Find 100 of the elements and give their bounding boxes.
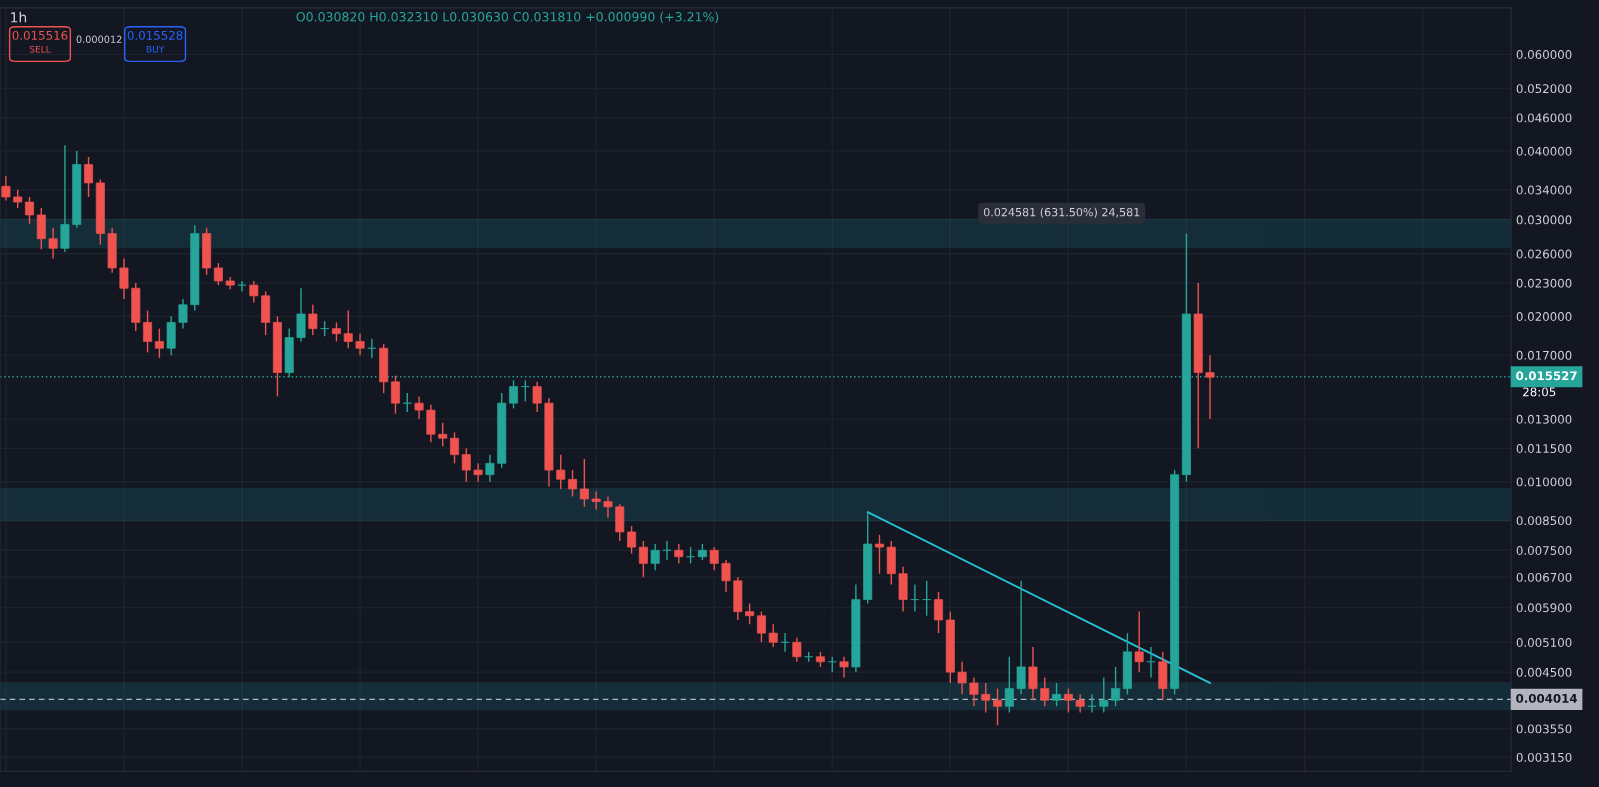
candlestick <box>1028 646 1038 701</box>
candlestick <box>981 682 991 714</box>
y-tick-label: 0.017000 <box>1516 350 1572 360</box>
candlestick <box>25 196 34 225</box>
candlestick <box>178 298 188 330</box>
annotation: O0.030820 H0.032310 L0.030630 C0.031810 +0.000990 (+3.21%) <box>296 11 719 23</box>
candlestick <box>792 636 802 663</box>
y-tick-label: 0.005900 <box>1516 603 1572 613</box>
candlestick <box>1040 676 1050 707</box>
y-tick-label: 0.030000 <box>1516 215 1572 225</box>
candlestick <box>780 632 790 653</box>
candlestick <box>1099 676 1109 714</box>
candlestick <box>1075 693 1085 714</box>
text: 28:05 <box>1523 387 1556 397</box>
candlestick <box>910 583 920 613</box>
candlestick <box>674 543 684 565</box>
candlestick <box>650 543 660 571</box>
ref-line-label: 0.004014 <box>1516 693 1578 703</box>
candlestick <box>638 540 648 578</box>
candlestick <box>438 422 448 447</box>
y-tick-label: 0.052000 <box>1516 84 1572 94</box>
candlestick <box>875 534 884 575</box>
candlestick <box>308 304 318 336</box>
y-tick-label: 0.007500 <box>1516 546 1572 555</box>
candlestick <box>1111 666 1121 707</box>
y-tick-label: 0.046000 <box>1516 113 1572 123</box>
candlestick <box>520 379 530 403</box>
y-tick-label: 0.003550 <box>1516 724 1572 734</box>
candlestick <box>390 374 400 415</box>
candlestick <box>249 280 259 304</box>
candlestick <box>603 495 613 519</box>
y-tick-label: 0.013000 <box>1516 414 1572 424</box>
candlestick <box>922 580 932 617</box>
candlestick <box>993 687 1003 727</box>
annotation: 0.015528 <box>127 30 183 40</box>
y-tick-label: 0.004500 <box>1516 667 1572 677</box>
y-tick-label: 0.008500 <box>1516 516 1572 526</box>
ref-line-label: 0.015527 <box>1516 371 1577 381</box>
candlestick <box>154 327 164 359</box>
candlestick <box>60 144 70 253</box>
candlestick <box>13 189 23 209</box>
y-tick-label: 0.020000 <box>1516 312 1572 322</box>
candlestick <box>1205 354 1215 420</box>
candlestick <box>36 207 46 250</box>
y-tick-label: 0.034000 <box>1516 185 1572 195</box>
y-tick-label: 0.023000 <box>1516 278 1572 288</box>
candlestick <box>473 462 483 483</box>
candlestick <box>296 287 306 343</box>
candlestick <box>84 156 94 198</box>
candlestick <box>414 395 424 420</box>
candlestick <box>343 309 353 349</box>
candlestick <box>143 309 153 354</box>
candlestick <box>556 453 566 490</box>
candlestick <box>509 379 518 410</box>
candlestick <box>48 227 58 260</box>
candlestick <box>591 490 601 511</box>
chart-title: 1h <box>11 11 27 23</box>
candlestick <box>1134 610 1144 673</box>
y-tick-label: 0.006700 <box>1516 572 1572 582</box>
candlestick <box>579 458 589 508</box>
candlestick <box>627 525 637 555</box>
candlestick <box>213 262 223 286</box>
candlestick <box>1 175 11 202</box>
candlestick <box>1063 687 1073 714</box>
candlestick <box>839 656 849 679</box>
candlestick <box>532 381 542 413</box>
candlestick <box>957 661 967 696</box>
annotation: 0.000012 <box>76 35 122 43</box>
y-tick-label: 0.026000 <box>1516 249 1572 259</box>
candlestick <box>768 623 778 648</box>
candlestick <box>709 546 719 571</box>
candlestick <box>745 602 755 625</box>
candlestick <box>969 676 979 707</box>
candlestick <box>355 332 365 356</box>
annotation: 0.024581 (631.50%) 24,581 <box>983 207 1140 218</box>
y-tick-label: 0.010000 <box>1516 477 1572 487</box>
annotation: BUY <box>146 45 165 53</box>
candlestick <box>450 431 459 465</box>
y-tick-label: 0.011500 <box>1516 444 1572 454</box>
candlestick <box>1004 656 1014 714</box>
y-tick-label: 0.005100 <box>1516 638 1572 647</box>
y-tick-label: 0.040000 <box>1516 146 1572 156</box>
candlestick <box>1016 580 1026 696</box>
candlestick <box>934 591 943 634</box>
candlestick <box>119 257 129 300</box>
candlestick <box>721 559 731 593</box>
y-tick-label: 0.060000 <box>1516 50 1572 59</box>
candlestick <box>461 447 471 483</box>
candlestick <box>331 321 341 343</box>
candlestick <box>367 338 377 359</box>
candlestick <box>568 469 578 498</box>
annotation: SELL <box>29 45 51 53</box>
y-tick-label: 0.003150 <box>1516 752 1572 762</box>
annotation: 0.015516 <box>12 30 68 40</box>
candlestick <box>1087 693 1097 714</box>
candlestick <box>237 280 247 293</box>
candlestick <box>1052 682 1062 707</box>
candlestick <box>662 540 672 561</box>
candlestick <box>485 453 495 483</box>
candlestick <box>402 392 412 413</box>
